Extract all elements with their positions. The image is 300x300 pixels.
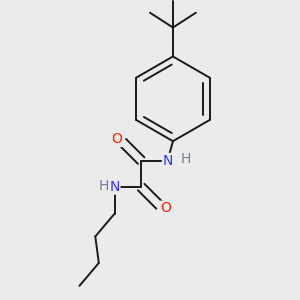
Text: N: N bbox=[110, 180, 120, 194]
Text: H: H bbox=[98, 179, 109, 193]
Text: O: O bbox=[111, 132, 122, 146]
Text: H: H bbox=[181, 152, 191, 166]
Text: O: O bbox=[160, 201, 171, 215]
Text: N: N bbox=[163, 154, 173, 168]
